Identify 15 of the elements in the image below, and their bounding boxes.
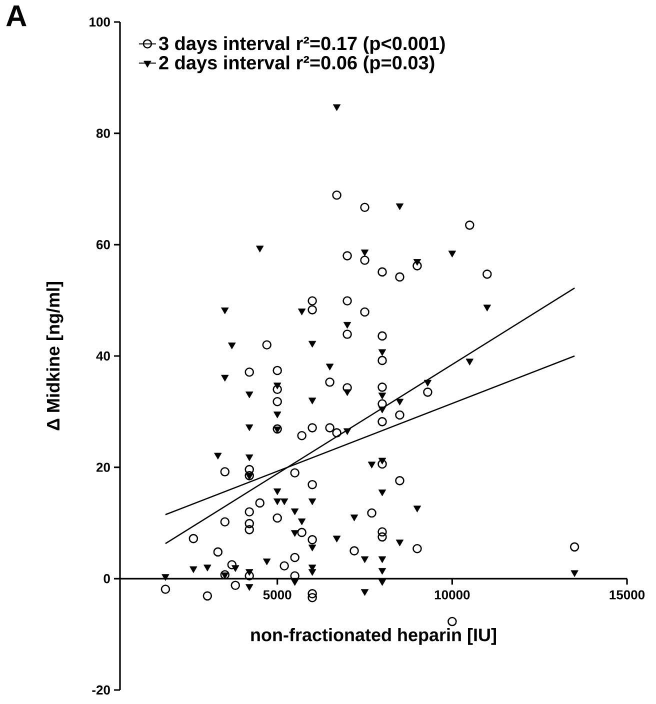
x-tick-label: 15000	[610, 590, 645, 600]
legend-label: 3 days interval r²=0.17 (p<0.001)	[158, 36, 445, 54]
y-tick-label: 100	[90, 17, 110, 27]
y-tick-label: 80	[96, 128, 110, 138]
y-tick-label: 40	[96, 351, 110, 361]
x-tick-label: 10000	[434, 590, 470, 600]
y-tick-label: 20	[96, 462, 110, 472]
x-tick-label: 5000	[263, 590, 292, 600]
y-axis-title: Δ Midkine [ng/ml]	[46, 282, 64, 430]
y-tick-label: 60	[96, 240, 110, 250]
text: A	[6, 6, 26, 26]
x-axis-title: non-fractionated heparin [IU]	[251, 628, 496, 645]
y-tick-label: 0	[104, 574, 110, 584]
legend-label: 2 days interval r²=0.06 (p=0.03)	[159, 55, 434, 74]
y-tick-label: -20	[92, 685, 110, 695]
